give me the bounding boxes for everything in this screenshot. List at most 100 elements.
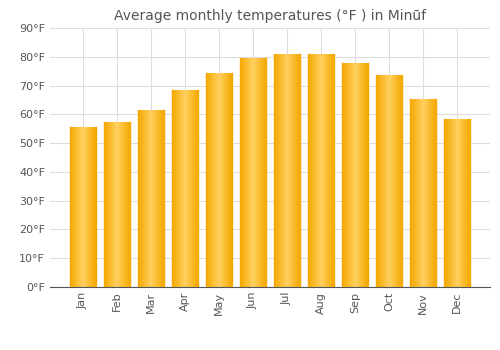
Bar	[322, 54, 323, 287]
Bar	[323, 54, 324, 287]
Bar	[207, 72, 208, 287]
Bar	[346, 63, 347, 287]
Bar	[191, 90, 192, 287]
Bar	[258, 58, 259, 287]
Bar	[364, 63, 365, 287]
Bar	[94, 127, 95, 287]
Bar	[444, 119, 445, 287]
Bar	[175, 90, 176, 287]
Bar	[148, 110, 149, 287]
Bar	[344, 63, 345, 287]
Bar	[77, 127, 78, 287]
Bar	[118, 121, 119, 287]
Bar	[401, 76, 402, 287]
Bar	[141, 110, 142, 287]
Bar	[127, 121, 128, 287]
Bar	[320, 54, 321, 287]
Bar	[381, 76, 382, 287]
Bar	[173, 90, 174, 287]
Bar	[321, 54, 322, 287]
Bar	[231, 72, 232, 287]
Bar	[85, 127, 86, 287]
Bar	[212, 72, 213, 287]
Bar	[464, 119, 465, 287]
Bar	[155, 110, 156, 287]
Bar	[210, 72, 211, 287]
Bar	[433, 98, 434, 287]
Bar	[394, 76, 395, 287]
Bar	[224, 72, 225, 287]
Bar	[107, 121, 108, 287]
Bar	[289, 54, 290, 287]
Bar	[328, 54, 329, 287]
Bar	[324, 54, 325, 287]
Bar	[160, 110, 161, 287]
Bar	[113, 121, 114, 287]
Bar	[393, 76, 394, 287]
Bar	[435, 98, 436, 287]
Bar	[276, 54, 277, 287]
Bar	[310, 54, 311, 287]
Bar	[146, 110, 147, 287]
Bar	[70, 127, 71, 287]
Bar	[419, 98, 420, 287]
Bar	[423, 98, 424, 287]
Bar	[249, 58, 250, 287]
Bar	[152, 110, 153, 287]
Bar	[387, 76, 388, 287]
Bar	[447, 119, 448, 287]
Bar	[177, 90, 178, 287]
Bar	[313, 54, 314, 287]
Bar	[293, 54, 294, 287]
Bar	[388, 76, 389, 287]
Bar	[110, 121, 111, 287]
Bar	[349, 63, 350, 287]
Bar	[162, 110, 163, 287]
Bar	[241, 58, 242, 287]
Bar	[298, 54, 299, 287]
Bar	[280, 54, 281, 287]
Bar	[365, 63, 366, 287]
Bar	[87, 127, 88, 287]
Bar	[119, 121, 120, 287]
Bar	[333, 54, 334, 287]
Bar	[179, 90, 180, 287]
Bar	[329, 54, 330, 287]
Bar	[109, 121, 110, 287]
Bar	[244, 58, 245, 287]
Bar	[91, 127, 92, 287]
Bar	[350, 63, 351, 287]
Bar	[259, 58, 260, 287]
Bar	[261, 58, 262, 287]
Bar	[139, 110, 140, 287]
Bar	[172, 90, 173, 287]
Bar	[326, 54, 327, 287]
Bar	[216, 72, 217, 287]
Bar	[230, 72, 231, 287]
Bar	[287, 54, 288, 287]
Bar	[461, 119, 462, 287]
Bar	[331, 54, 332, 287]
Bar	[317, 54, 318, 287]
Bar	[254, 58, 255, 287]
Bar	[81, 127, 82, 287]
Bar	[434, 98, 435, 287]
Bar	[319, 54, 320, 287]
Bar	[291, 54, 292, 287]
Bar	[452, 119, 453, 287]
Bar	[115, 121, 116, 287]
Bar	[456, 119, 457, 287]
Bar	[256, 58, 257, 287]
Bar	[248, 58, 249, 287]
Bar	[253, 58, 254, 287]
Bar	[277, 54, 278, 287]
Bar	[410, 98, 411, 287]
Bar	[227, 72, 228, 287]
Bar	[412, 98, 413, 287]
Bar	[194, 90, 195, 287]
Bar	[183, 90, 184, 287]
Bar	[450, 119, 451, 287]
Bar	[457, 119, 458, 287]
Bar	[353, 63, 354, 287]
Bar	[314, 54, 315, 287]
